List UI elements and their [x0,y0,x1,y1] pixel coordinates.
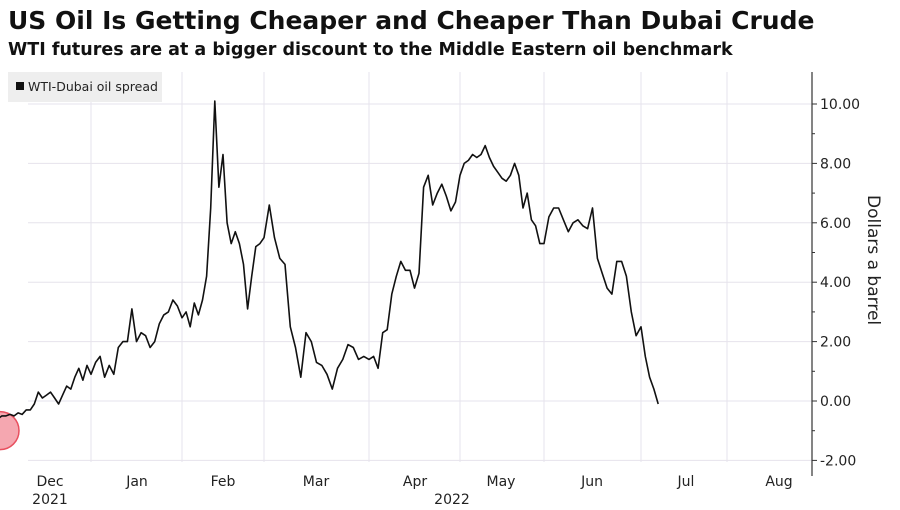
series-group [0,100,659,451]
y-axis: -2.00 0.00 2.00 4.00 6.00 8.00 10.00 [811,72,860,476]
x-year-label: 2021 [32,492,68,508]
legend-swatch [16,82,24,90]
y-tick-label: 0.00 [820,394,851,410]
y-tick-label: 10.00 [820,97,860,113]
y-tick-label: 4.00 [820,275,851,291]
x-tick-label: Dec [36,474,63,490]
x-tick-label: May [487,474,516,490]
x-tick-label: Feb [211,474,236,490]
x-tick-label: Mar [303,474,330,490]
x-tick-label: Jan [125,474,148,490]
chart-title: US Oil Is Getting Cheaper and Cheaper Th… [8,6,815,35]
x-axis: Dec 2021 Jan Feb Mar Apr 2022 May Jun Jul Aug [32,474,792,508]
x-tick-label: Apr [403,474,427,490]
x-tick-label: Aug [765,474,792,490]
chart-subtitle: WTI futures are at a bigger discount to … [8,40,733,60]
x-tick-label: Jun [580,474,603,490]
gridlines [28,72,812,462]
y-tick-label: 2.00 [820,335,851,351]
legend-background [8,72,162,102]
series-line [0,100,659,419]
y-tick-label: 8.00 [820,156,851,172]
highlight-circle [0,410,20,451]
y-axis-title: Dollars a barrel [863,195,883,325]
x-year-label: 2022 [434,492,470,508]
y-tick-label: -2.00 [820,453,856,469]
y-tick-label: 6.00 [820,216,851,232]
x-tick-label: Jul [677,474,695,490]
legend-label: WTI-Dubai oil spread [28,79,158,94]
legend: WTI-Dubai oil spread [8,72,162,102]
